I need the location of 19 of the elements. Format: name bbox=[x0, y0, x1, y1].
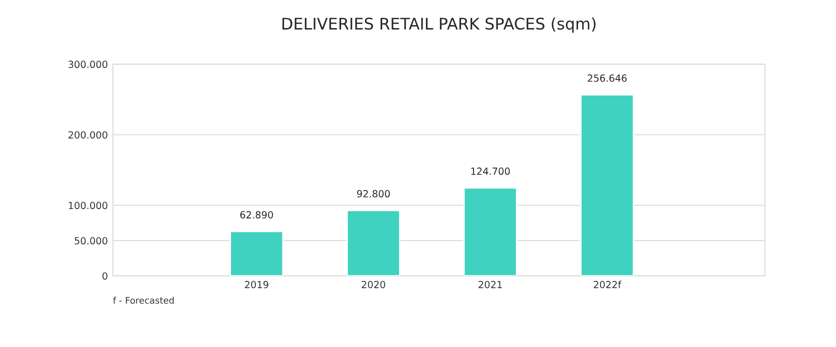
data-label: 256.646 bbox=[588, 74, 627, 82]
chart-title: DELIVERIES RETAIL PARK SPACES (sqm) bbox=[282, 17, 596, 33]
data-label: 62.890 bbox=[240, 211, 273, 218]
x-tick-label: 2019 bbox=[244, 280, 268, 288]
y-tick-label: 50.000 bbox=[74, 237, 108, 244]
y-tick-label: 0 bbox=[102, 272, 108, 280]
bar bbox=[463, 187, 518, 276]
text: f - Forecasted bbox=[113, 296, 174, 304]
data-label: 92.800 bbox=[357, 190, 390, 198]
y-tick-label: 200.000 bbox=[68, 131, 108, 139]
y-tick-label: 300.000 bbox=[68, 60, 108, 68]
bar bbox=[580, 94, 634, 276]
bar bbox=[230, 230, 284, 276]
bar bbox=[346, 210, 400, 276]
x-tick-label: 2021 bbox=[478, 280, 502, 288]
y-tick-label: 100.000 bbox=[68, 202, 108, 210]
x-tick-label: 2020 bbox=[362, 280, 386, 288]
data-label: 124.700 bbox=[471, 168, 510, 175]
x-tick-label: 2022f bbox=[594, 280, 622, 288]
